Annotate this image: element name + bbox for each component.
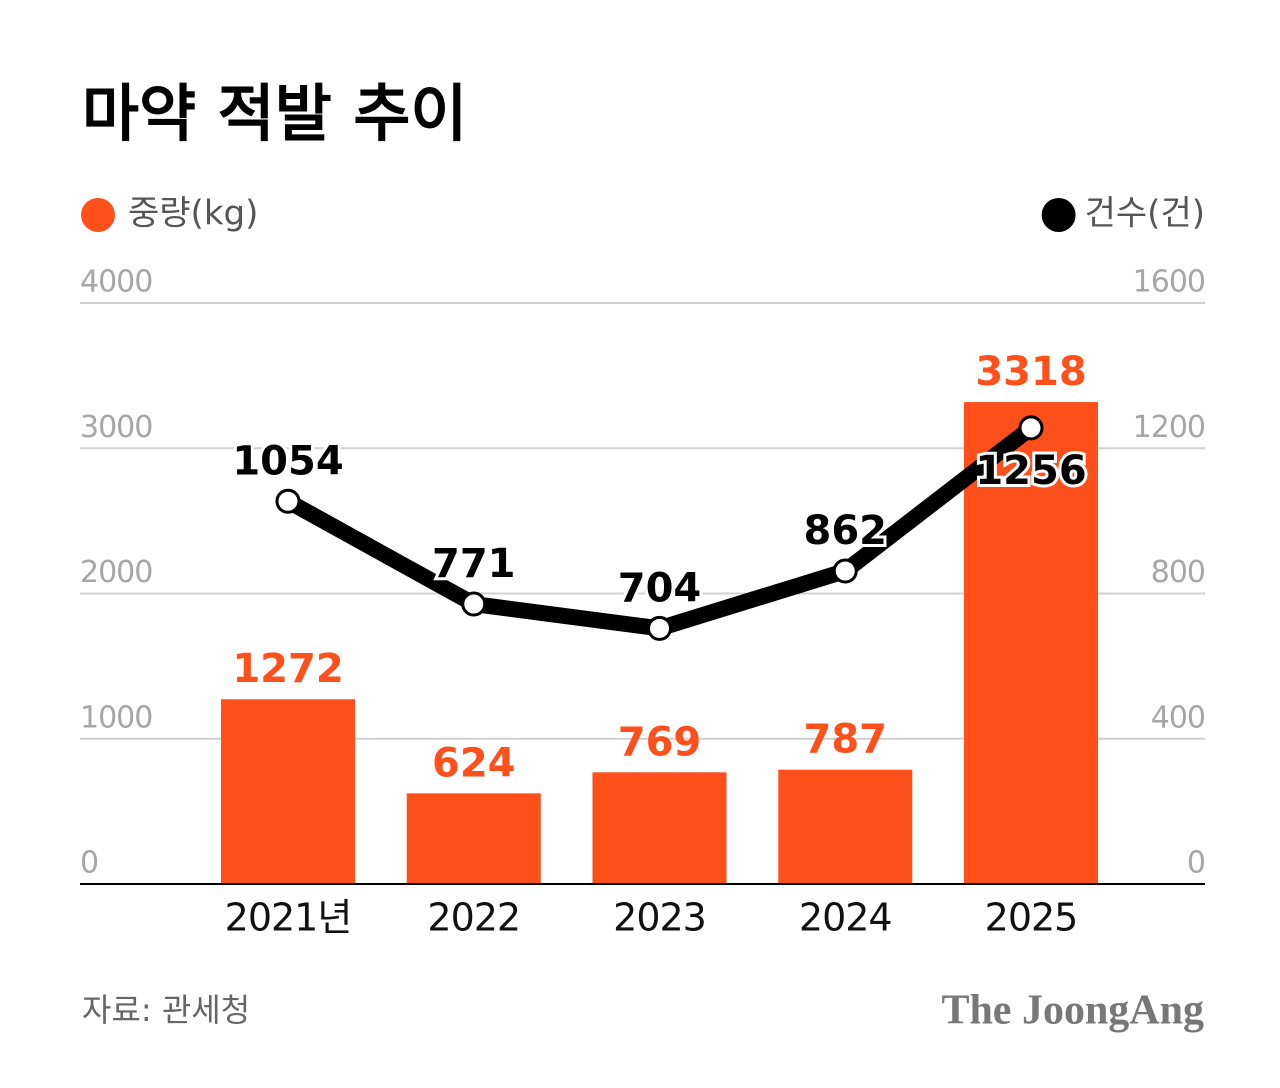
bar-value-label: 769 [618, 719, 702, 765]
line-point [461, 591, 487, 617]
legend-marker [1041, 198, 1076, 232]
y2-tick-label: 0 [1187, 846, 1205, 881]
x-tick-label: 2024 [799, 896, 892, 940]
bar-value-label: 1272 [232, 646, 343, 692]
line-point [832, 558, 858, 584]
x-tick-label: 2025 [985, 896, 1078, 940]
line-value-label: 771 [432, 541, 516, 587]
chart-title: 마약 적발 추이 [82, 77, 467, 150]
y2-tick-label: 800 [1151, 555, 1205, 590]
bar-value-label: 3318 [975, 349, 1086, 395]
x-tick-label: 2023 [613, 896, 706, 940]
y-tick-label: 3000 [80, 410, 152, 445]
y-tick-label: 2000 [80, 555, 152, 590]
brand-logo: The JoongAng [941, 988, 1204, 1034]
y2-tick-label: 1200 [1133, 410, 1205, 445]
line-point [1018, 415, 1044, 441]
line-value-label: 862 [804, 508, 888, 554]
bar [221, 699, 355, 884]
source: 자료: 관세청 [82, 991, 250, 1029]
bar-value-label: 624 [432, 740, 516, 786]
x-tick-label: 2022 [427, 896, 520, 940]
bar-value-label: 787 [804, 717, 888, 763]
legend-label: 건수(건) [1085, 194, 1205, 234]
line-point [647, 615, 672, 641]
bar [406, 793, 541, 884]
y-tick-label: 0 [80, 846, 98, 881]
y-tick-label: 4000 [80, 265, 152, 300]
bar [964, 402, 1098, 884]
y-tick-label: 1000 [80, 700, 152, 735]
line-point [275, 488, 301, 514]
bar [592, 772, 727, 884]
y2-tick-label: 1600 [1133, 265, 1205, 300]
line-value-label: 1256 [975, 448, 1086, 494]
y2-tick-label: 400 [1151, 700, 1205, 735]
line-value-label: 704 [618, 565, 702, 611]
legend-marker [81, 198, 115, 232]
legend-label: 중량(kg) [128, 194, 258, 234]
bar [778, 769, 913, 884]
line-value-label: 1054 [232, 438, 343, 484]
x-tick-label: 2021년 [225, 896, 352, 940]
